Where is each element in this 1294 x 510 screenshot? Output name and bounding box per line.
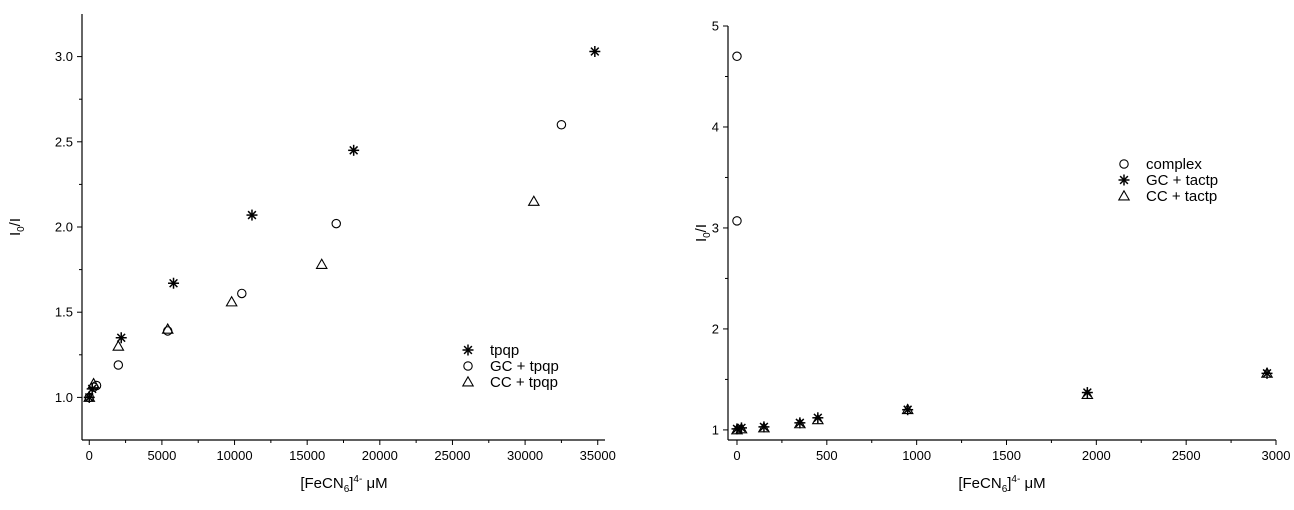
right-point-cc-tactp (901, 403, 914, 415)
right-y-tick-label: 4 (712, 119, 719, 134)
left-point-tpqp (348, 144, 360, 156)
left-x-tick-label: 30000 (507, 448, 543, 463)
left-series-tpqp (83, 45, 601, 403)
right-legend-marker-complex (1119, 159, 1129, 169)
right-x-tick-label: 2000 (1082, 448, 1111, 463)
left-y-tick-label: 1.5 (55, 305, 73, 320)
left-y-tick-label: 2.5 (55, 134, 73, 149)
left-point-cc-tpqp (87, 377, 100, 389)
right-y-axis-title: I0/I (693, 224, 713, 242)
left-y-tick-label: 3.0 (55, 49, 73, 64)
right-legend-label-gc-tactp: GC + tactp (1146, 172, 1218, 189)
right-point-cc-tactp (730, 423, 744, 435)
right-point-cc-tactp (735, 422, 748, 434)
left-x-tick-label: 0 (86, 448, 93, 463)
right-x-tick-label: 2500 (1172, 448, 1201, 463)
right-point-cc-tactp (793, 417, 807, 429)
chart-left-fe-cn-tpqp: 0 5000 10000 15000 20000 25000 30000 35000 1.0 1.… (7, 14, 616, 495)
chart-right-fe-cn-tactp: 0 500 1000 1500 2000 2500 3000 1 2 3 4 5 [FeCN6]4- μ… (693, 19, 1290, 496)
right-y-tick-label: 1 (712, 422, 719, 437)
left-series-cc-tpqp (83, 195, 540, 402)
right-point-complex (732, 216, 742, 226)
left-point-cc-tpqp (225, 295, 238, 307)
left-point-gc-tpqp (556, 120, 567, 130)
left-x-tick-label: 15000 (289, 448, 325, 463)
right-legend-marker-cc-tactp (1117, 189, 1131, 201)
left-point-tpqp (168, 277, 180, 289)
right-series-cc-tactp (730, 367, 1274, 435)
left-point-cc-tpqp (161, 322, 174, 334)
left-legend-label-cc-tpqp: CC + tpqp (490, 374, 558, 391)
left-point-gc-tpqp (237, 288, 247, 299)
left-legend-marker-tpqp (462, 344, 474, 356)
left-point-cc-tpqp (83, 391, 96, 402)
left-y-axis-title: I0/I (7, 218, 27, 236)
left-point-gc-tpqp (331, 218, 341, 229)
right-legend-label-complex: complex (1146, 156, 1202, 173)
left-legend-marker-gc-tpqp (463, 361, 473, 371)
right-y-tick-label: 3 (712, 220, 719, 235)
left-x-tick-label: 20000 (362, 448, 398, 463)
right-x-axis-title: [FeCN6]4- μM (958, 474, 1045, 495)
left-legend-marker-cc-tpqp (461, 375, 475, 387)
left-x-tick-label: 25000 (434, 448, 470, 463)
right-x-tick-label: 500 (816, 448, 838, 463)
right-point-cc-tactp (1260, 367, 1274, 378)
right-y-tick-label: 5 (712, 19, 719, 34)
right-x-tick-label: 1000 (902, 448, 931, 463)
left-y-tick-label: 1.0 (55, 390, 73, 405)
right-point-cc-tactp (757, 421, 771, 433)
left-point-cc-tpqp (527, 195, 540, 206)
left-point-gc-tpqp (91, 380, 102, 391)
right-point-cc-tactp (811, 413, 824, 425)
right-x-tick-label: 3000 (1262, 448, 1291, 463)
right-point-complex (732, 51, 742, 62)
right-y-tick-label: 2 (712, 321, 719, 336)
left-point-gc-tpqp (113, 360, 124, 370)
right-series-gc-tactp (731, 367, 1273, 435)
left-x-tick-label: 10000 (216, 448, 252, 463)
left-point-gc-tpqp (162, 326, 173, 336)
left-x-axis-title: [FeCN6]4- μM (300, 474, 387, 495)
left-x-tick-label: 5000 (147, 448, 176, 463)
right-x-tick-label: 1500 (992, 448, 1021, 463)
left-legend-label-gc-tpqp: GC + tpqp (490, 358, 559, 375)
left-point-tpqp (115, 332, 127, 344)
left-y-tick-label: 2.0 (55, 220, 73, 235)
left-point-cc-tpqp (112, 339, 125, 351)
right-legend-label-cc-tactp: CC + tactp (1146, 188, 1217, 205)
left-x-tick-label: 35000 (580, 448, 616, 463)
right-x-tick-label: 0 (733, 448, 740, 463)
right-series-complex (732, 51, 742, 226)
right-point-gc-tactp (794, 417, 806, 429)
left-point-tpqp (589, 45, 601, 57)
right-point-cc-tactp (1081, 388, 1094, 400)
left-legend-label-tpqp: tpqp (490, 342, 519, 359)
left-point-cc-tpqp (315, 258, 328, 269)
left-point-tpqp (246, 209, 258, 221)
right-legend-marker-gc-tactp (1118, 174, 1130, 186)
